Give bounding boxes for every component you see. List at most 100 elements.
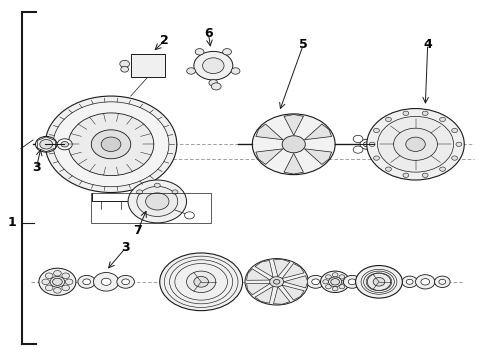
Polygon shape <box>284 276 308 288</box>
Polygon shape <box>304 124 332 140</box>
Bar <box>91 193 211 223</box>
Circle shape <box>440 167 445 171</box>
Circle shape <box>325 275 331 279</box>
Text: 6: 6 <box>204 27 213 40</box>
Circle shape <box>117 275 134 288</box>
Circle shape <box>312 279 319 285</box>
Polygon shape <box>246 283 270 295</box>
Circle shape <box>364 142 370 147</box>
Circle shape <box>373 129 379 132</box>
Circle shape <box>373 278 385 286</box>
Polygon shape <box>273 260 290 277</box>
Circle shape <box>270 277 284 287</box>
Circle shape <box>128 180 187 223</box>
Circle shape <box>323 280 328 284</box>
Circle shape <box>377 116 454 172</box>
Polygon shape <box>284 114 303 135</box>
Circle shape <box>386 117 392 122</box>
Circle shape <box>231 68 240 74</box>
Polygon shape <box>284 153 303 174</box>
Polygon shape <box>282 285 304 300</box>
Circle shape <box>325 285 331 289</box>
Circle shape <box>422 173 428 177</box>
Circle shape <box>101 278 111 285</box>
Circle shape <box>331 279 340 285</box>
Circle shape <box>439 279 446 284</box>
Circle shape <box>45 96 177 193</box>
Text: 1: 1 <box>8 216 17 229</box>
Circle shape <box>421 279 430 285</box>
Circle shape <box>252 114 335 175</box>
Circle shape <box>329 277 342 287</box>
Circle shape <box>339 285 345 289</box>
Circle shape <box>172 190 178 194</box>
Circle shape <box>154 183 160 188</box>
Polygon shape <box>282 264 304 279</box>
Polygon shape <box>246 269 270 280</box>
Circle shape <box>101 137 121 152</box>
Polygon shape <box>256 124 283 140</box>
Circle shape <box>403 173 409 177</box>
Circle shape <box>187 271 216 293</box>
Circle shape <box>245 258 308 305</box>
Text: 5: 5 <box>299 38 308 51</box>
Polygon shape <box>255 260 273 278</box>
Circle shape <box>40 140 52 149</box>
Circle shape <box>137 186 178 216</box>
Circle shape <box>50 276 65 287</box>
Circle shape <box>46 285 53 291</box>
Polygon shape <box>273 287 290 304</box>
Circle shape <box>416 275 435 289</box>
Circle shape <box>273 279 280 284</box>
Circle shape <box>121 66 128 72</box>
Circle shape <box>406 137 425 152</box>
Circle shape <box>332 273 338 277</box>
Text: 4: 4 <box>423 38 432 51</box>
Circle shape <box>62 273 70 279</box>
Circle shape <box>194 276 208 287</box>
Circle shape <box>53 270 61 276</box>
Circle shape <box>46 273 53 279</box>
Circle shape <box>94 273 119 291</box>
Circle shape <box>282 136 305 153</box>
Circle shape <box>185 212 195 219</box>
Ellipse shape <box>160 253 243 311</box>
Text: 7: 7 <box>133 224 142 237</box>
Circle shape <box>342 280 347 284</box>
Circle shape <box>120 60 129 67</box>
Circle shape <box>332 287 338 291</box>
Circle shape <box>360 139 374 149</box>
Circle shape <box>348 279 356 285</box>
Circle shape <box>65 279 73 285</box>
Circle shape <box>353 146 363 153</box>
Circle shape <box>393 128 438 160</box>
Circle shape <box>194 51 233 80</box>
Circle shape <box>406 279 413 284</box>
Circle shape <box>53 288 61 293</box>
Circle shape <box>403 111 409 116</box>
Circle shape <box>440 117 445 122</box>
Circle shape <box>339 275 345 279</box>
Circle shape <box>122 279 129 285</box>
Circle shape <box>202 58 224 73</box>
Polygon shape <box>256 149 283 165</box>
Text: 2: 2 <box>160 34 169 47</box>
Circle shape <box>52 278 62 285</box>
Circle shape <box>456 142 462 147</box>
Circle shape <box>369 142 375 147</box>
Circle shape <box>320 271 350 293</box>
Circle shape <box>83 279 91 285</box>
Circle shape <box>195 49 204 55</box>
Circle shape <box>187 68 196 74</box>
Circle shape <box>368 273 391 291</box>
Bar <box>130 54 165 77</box>
Circle shape <box>452 129 458 132</box>
Circle shape <box>402 276 417 288</box>
Ellipse shape <box>356 266 402 298</box>
Circle shape <box>222 49 231 55</box>
Circle shape <box>209 80 218 86</box>
Circle shape <box>61 141 69 147</box>
Circle shape <box>422 111 428 116</box>
Circle shape <box>35 136 57 152</box>
Circle shape <box>307 275 324 288</box>
